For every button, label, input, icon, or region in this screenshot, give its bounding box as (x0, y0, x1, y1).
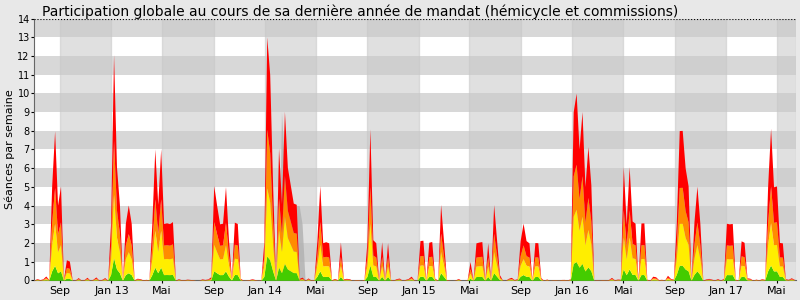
Bar (34, 112, 796, 131)
Bar (34, 262, 796, 280)
Bar (34, 149, 796, 168)
Bar (34, 56, 796, 75)
Bar (34, 75, 796, 93)
Bar (34, 131, 796, 149)
Bar (162, 19, 214, 280)
Bar (34, 224, 796, 243)
Bar (265, 19, 315, 280)
Bar (572, 19, 623, 280)
Bar (470, 19, 521, 280)
Bar (34, 187, 796, 206)
Bar (34, 93, 796, 112)
Bar (34, 19, 796, 38)
Bar (60, 19, 111, 280)
Bar (777, 19, 796, 280)
Bar (675, 19, 726, 280)
Y-axis label: Séances par semaine: Séances par semaine (4, 90, 14, 209)
Text: Participation globale au cours de sa dernière année de mandat (hémicycle et comm: Participation globale au cours de sa der… (42, 4, 678, 19)
Bar (34, 38, 796, 56)
Bar (34, 0, 796, 19)
Bar (34, 168, 796, 187)
Bar (34, 206, 796, 224)
Bar (34, 243, 796, 262)
Bar (367, 19, 418, 280)
